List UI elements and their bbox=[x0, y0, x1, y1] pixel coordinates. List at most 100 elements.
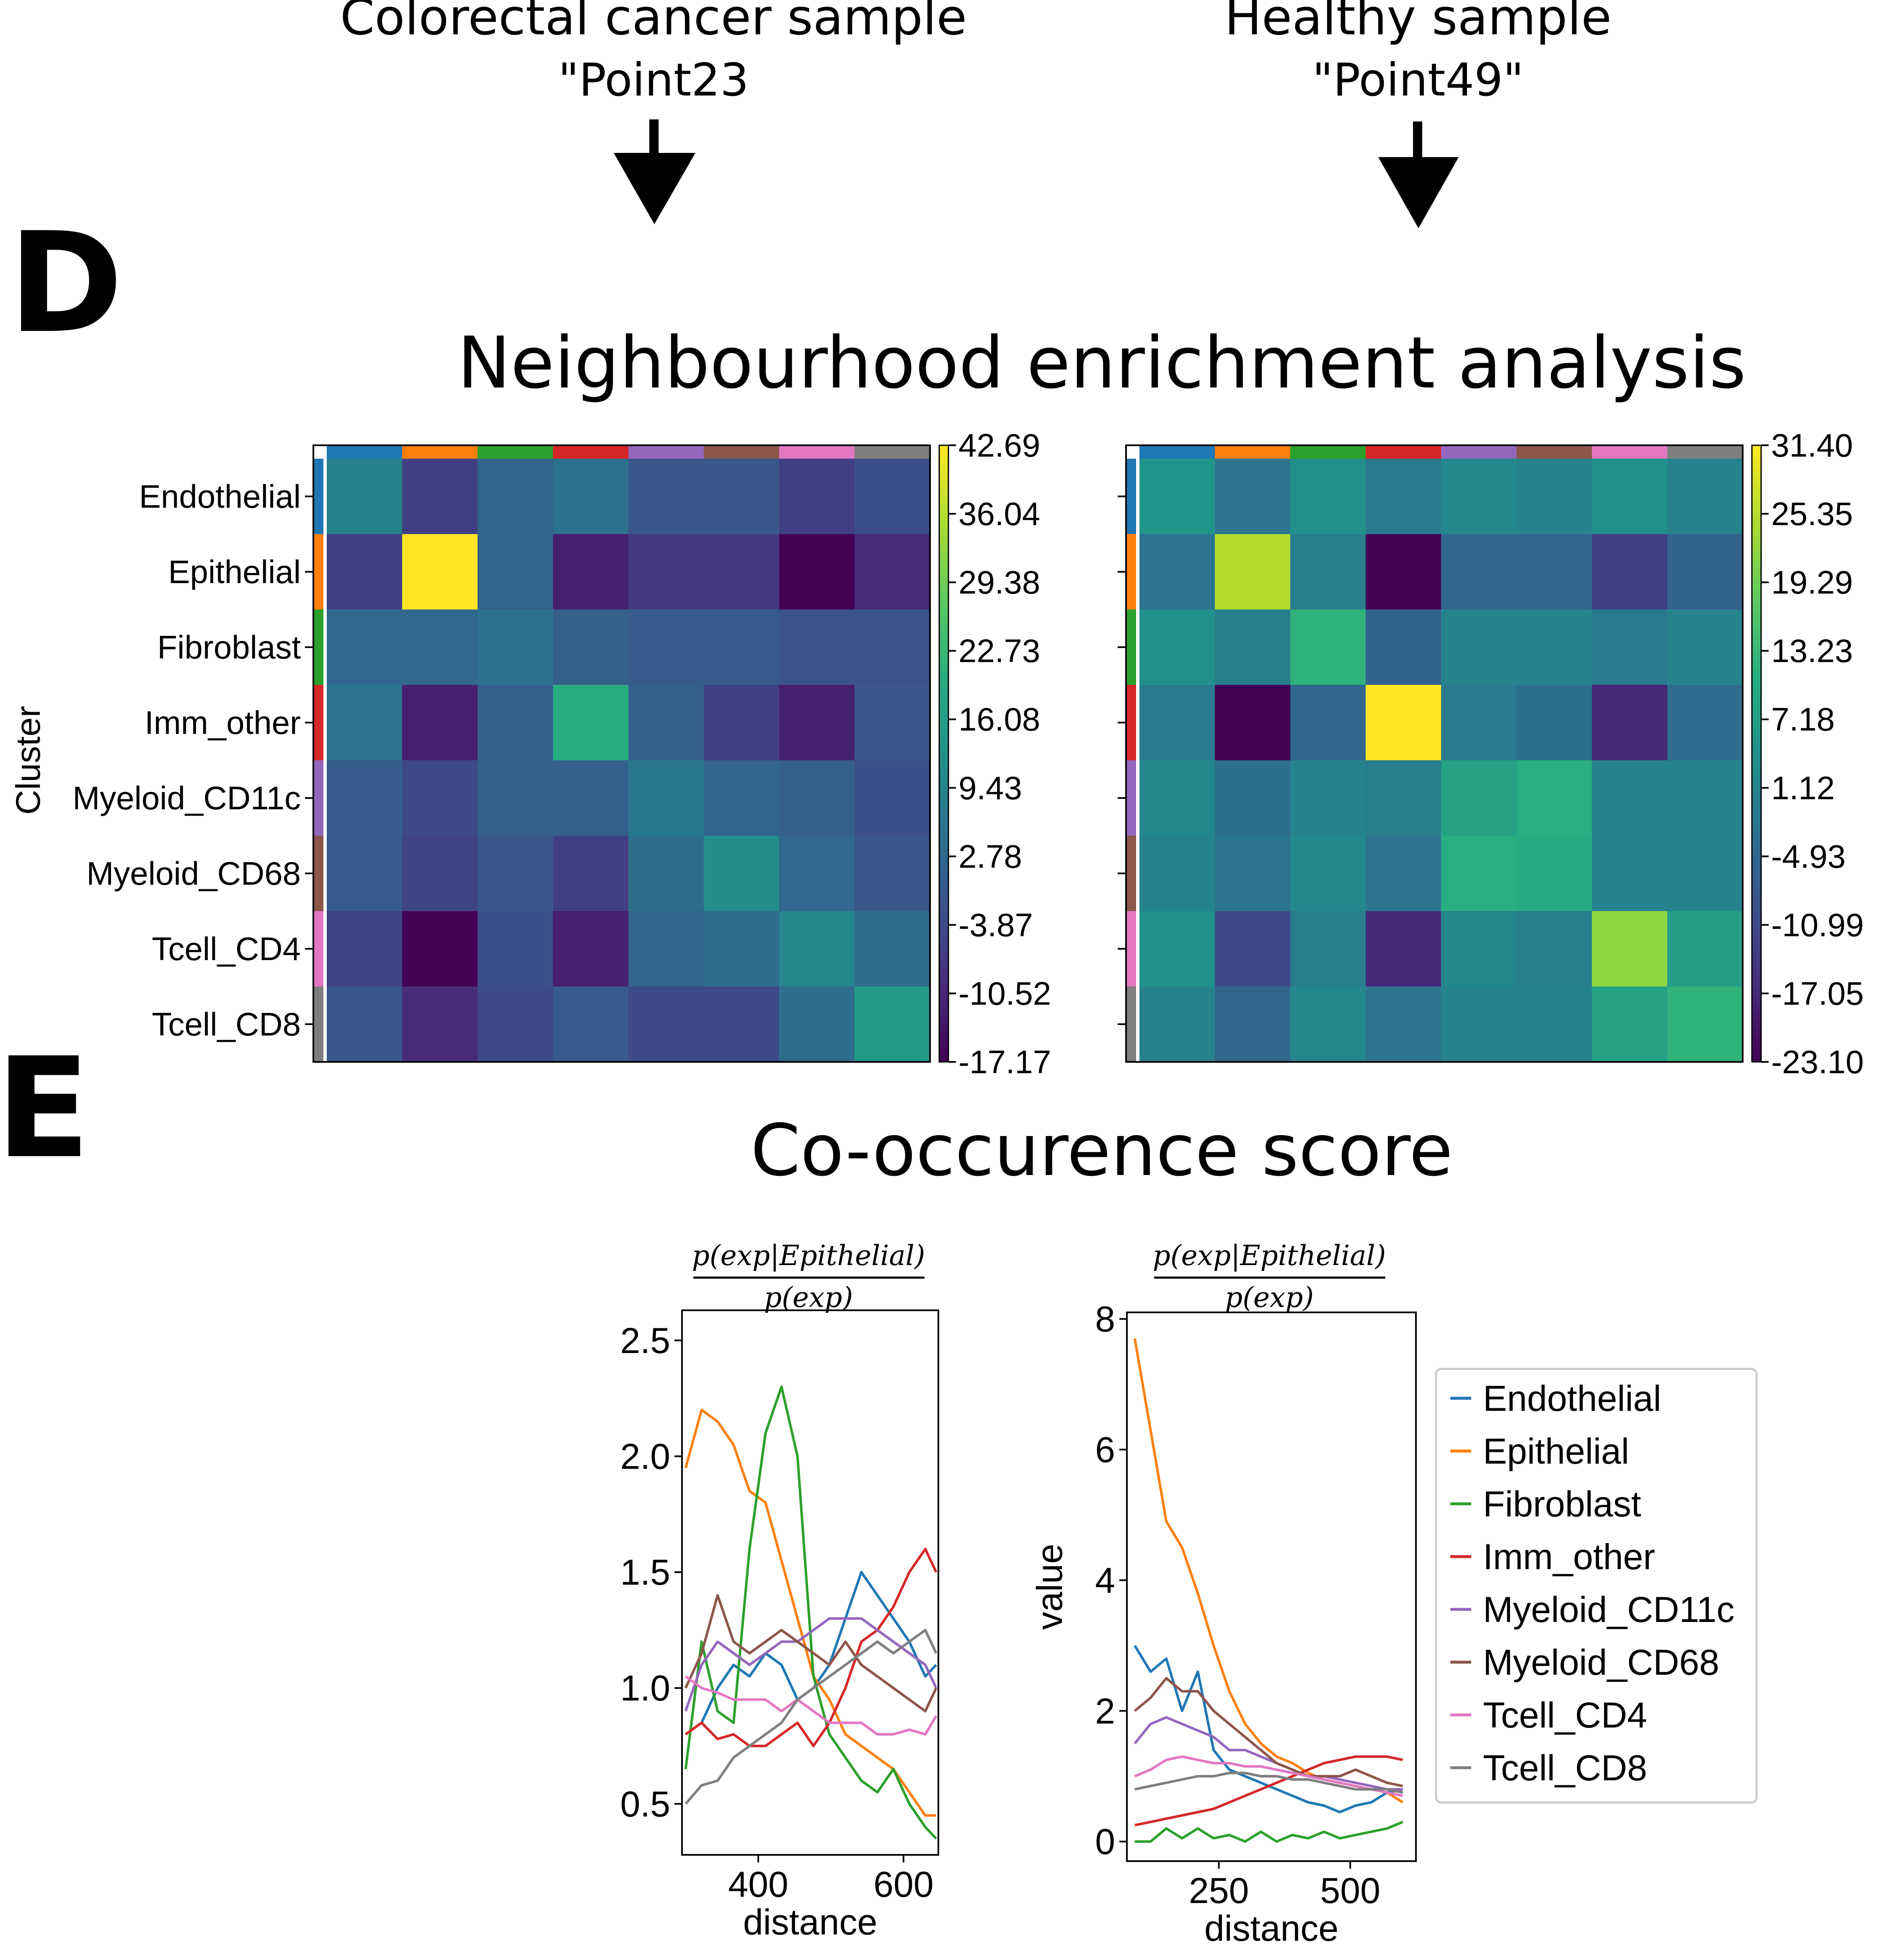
heatmap-cell bbox=[1441, 836, 1517, 912]
heatmap-cell bbox=[704, 459, 780, 535]
heatmap-cell bbox=[1592, 760, 1668, 836]
cluster-color-top bbox=[1215, 445, 1290, 459]
row-label: Tcell_CD8 bbox=[152, 1006, 301, 1043]
heatmap-cell bbox=[628, 760, 704, 836]
heatmap-cell bbox=[1139, 685, 1215, 761]
y-axis-label: value bbox=[1030, 1544, 1070, 1630]
heatmap-cell bbox=[1667, 986, 1743, 1062]
heatmap-cell bbox=[1441, 760, 1517, 836]
cluster-color-top bbox=[628, 445, 704, 459]
header-left-title: Colorectal cancer sample bbox=[340, 0, 967, 46]
heatmap-cell bbox=[1139, 836, 1215, 912]
series-line-epithelial bbox=[1133, 1338, 1404, 1804]
heatmap-cell bbox=[1516, 534, 1592, 610]
y-tick-label: 1.5 bbox=[620, 1552, 670, 1593]
cluster-color-top bbox=[553, 445, 628, 459]
cluster-color-top bbox=[402, 445, 478, 459]
heatmap-frame bbox=[1125, 444, 1744, 1063]
heatmap-cell bbox=[1139, 986, 1215, 1062]
heatmap-cell bbox=[1139, 534, 1215, 610]
heatmap-cell bbox=[1290, 685, 1366, 761]
heatmap-cell bbox=[1215, 685, 1291, 761]
y-tick-label: 2.5 bbox=[620, 1321, 670, 1361]
cluster-color-side bbox=[1126, 911, 1136, 986]
heatmap-cell bbox=[1592, 534, 1668, 610]
heatmap-cell bbox=[1516, 609, 1592, 685]
heatmap-cell bbox=[704, 685, 780, 761]
cluster-color-top bbox=[327, 445, 402, 459]
colorbar-tick-label: -17.17 bbox=[958, 1043, 1051, 1080]
heatmap-cell bbox=[1592, 911, 1668, 987]
cluster-color-side bbox=[313, 685, 323, 760]
heatmap-cell bbox=[1290, 911, 1366, 987]
colorbar-tick-label: 2.78 bbox=[958, 838, 1022, 875]
cluster-color-top bbox=[1516, 445, 1592, 459]
row-label: Tcell_CD4 bbox=[152, 930, 301, 967]
series-line-tcell-cd8 bbox=[685, 1629, 938, 1805]
heatmap-cell bbox=[1592, 609, 1668, 685]
heatmap-cell bbox=[628, 534, 704, 610]
legend-label: Myeloid_CD11c bbox=[1483, 1590, 1735, 1630]
heatmap-cell bbox=[1366, 685, 1441, 761]
heatmap-cell bbox=[1441, 911, 1517, 987]
cluster-color-top bbox=[1441, 445, 1516, 459]
colorbar-tick-label: 29.38 bbox=[958, 564, 1040, 601]
colorbar-tick-label: -23.10 bbox=[1771, 1043, 1864, 1080]
heatmap-cell bbox=[1215, 609, 1291, 685]
heatmap-cell bbox=[402, 911, 478, 987]
panel-letter-d: D bbox=[8, 203, 123, 364]
heatmap-cell bbox=[855, 836, 930, 912]
heatmap-cell bbox=[1441, 685, 1517, 761]
row-label: Imm_other bbox=[145, 704, 301, 741]
cluster-color-side bbox=[313, 836, 323, 911]
cluster-color-side bbox=[1126, 534, 1136, 609]
heatmap-cell bbox=[1290, 459, 1366, 535]
cluster-color-top bbox=[1366, 445, 1441, 459]
heatmap-cell bbox=[855, 459, 930, 535]
cluster-color-top bbox=[1592, 445, 1667, 459]
series-line-fibroblast bbox=[1134, 1821, 1403, 1843]
heatmap-cell bbox=[1592, 986, 1668, 1062]
series-line-myeloid-cd11c bbox=[1134, 1716, 1403, 1791]
colorbar-tick-label: -3.87 bbox=[958, 906, 1033, 943]
cluster-color-side bbox=[313, 534, 323, 609]
x-tick-label: 500 bbox=[1320, 1871, 1380, 1911]
colorbar-tick-label: -17.05 bbox=[1771, 975, 1864, 1012]
heatmap-cell bbox=[1516, 911, 1592, 987]
x-axis-label: distance bbox=[1204, 1908, 1338, 1949]
y-tick-label: 0.5 bbox=[620, 1784, 670, 1824]
heatmap-cell bbox=[402, 685, 478, 761]
heatmap-cell bbox=[553, 534, 629, 610]
heatmap-cell bbox=[327, 760, 403, 836]
heatmap-cell bbox=[855, 534, 930, 610]
cluster-color-side bbox=[1126, 836, 1136, 911]
heatmap-cell bbox=[1667, 459, 1743, 535]
heatmap-cell bbox=[553, 986, 629, 1062]
heatmap-cell bbox=[779, 609, 855, 685]
heatmap-cell bbox=[327, 534, 403, 610]
heatmap-cell bbox=[704, 986, 780, 1062]
heatmap-cell bbox=[1667, 685, 1743, 761]
heatmap-cell bbox=[704, 609, 780, 685]
colorbar-tick-label: 16.08 bbox=[958, 701, 1040, 738]
heatmap-cell bbox=[704, 760, 780, 836]
heatmap-cell bbox=[478, 609, 553, 685]
colorbar-tick-label: 22.73 bbox=[958, 633, 1040, 669]
heatmap-cell bbox=[1516, 685, 1592, 761]
heatmap-cell bbox=[553, 609, 629, 685]
cluster-color-top bbox=[478, 445, 553, 459]
row-label: Myeloid_CD68 bbox=[86, 855, 301, 892]
heatmap-cell bbox=[855, 609, 930, 685]
heatmap-cell bbox=[327, 459, 403, 535]
heatmap-cancer: Endothelial Epithelial Fibroblast Imm_other… bbox=[72, 427, 1051, 1080]
heatmap-cell bbox=[1290, 534, 1366, 610]
neighbourhood-title: Neighbourhood enrichment analysis bbox=[457, 322, 1746, 405]
heatmap-cell bbox=[779, 534, 855, 610]
legend-label: Fibroblast bbox=[1483, 1484, 1641, 1524]
cluster-color-side bbox=[1126, 685, 1136, 760]
colorbar-tick-label: 1.12 bbox=[1771, 770, 1835, 806]
heatmap-cell bbox=[1366, 609, 1441, 685]
heatmap-cell bbox=[327, 986, 403, 1062]
cluster-color-side bbox=[313, 609, 323, 685]
heatmap-cell bbox=[1366, 760, 1441, 836]
